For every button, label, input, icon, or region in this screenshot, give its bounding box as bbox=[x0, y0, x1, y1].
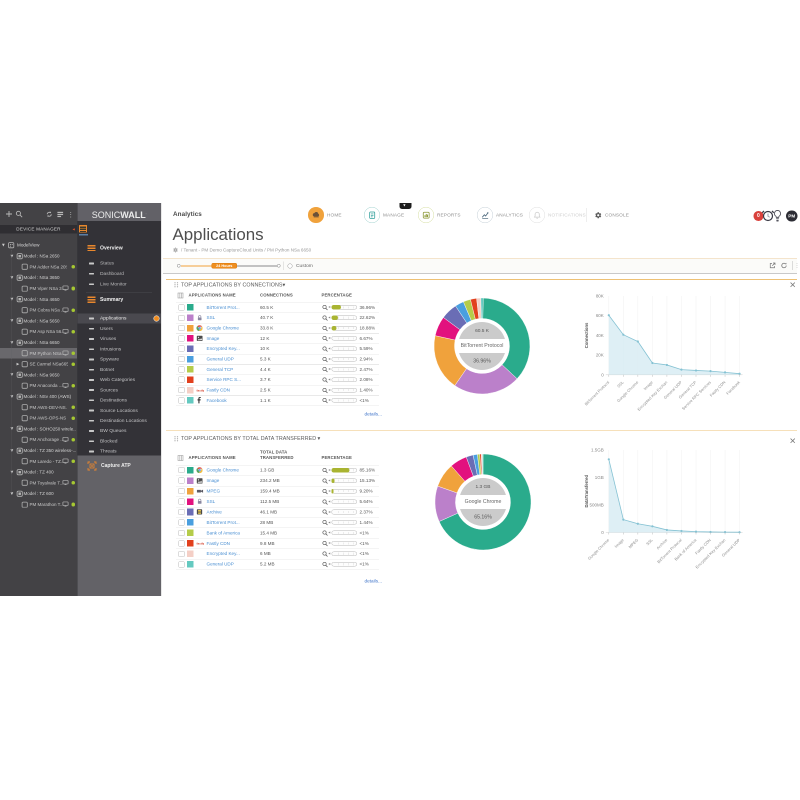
svg-text:80K: 80K bbox=[596, 294, 604, 299]
svg-text:Archive: Archive bbox=[655, 537, 669, 551]
svg-text:Fastly CDN: Fastly CDN bbox=[709, 380, 727, 398]
svg-text:60K: 60K bbox=[596, 313, 604, 318]
svg-text:fastly: fastly bbox=[196, 542, 204, 546]
svg-text:1.5GB: 1.5GB bbox=[591, 448, 604, 453]
svg-text:20K: 20K bbox=[596, 353, 604, 358]
svg-text:500MB: 500MB bbox=[590, 503, 604, 508]
svg-text:DataTransferred: DataTransferred bbox=[584, 475, 589, 508]
svg-text:Google Chrome: Google Chrome bbox=[587, 537, 611, 561]
svg-text:Facebook: Facebook bbox=[725, 380, 741, 396]
svg-text:0: 0 bbox=[601, 372, 604, 377]
svg-text:BitTorrent Protocol: BitTorrent Protocol bbox=[584, 380, 611, 407]
svg-text:40K: 40K bbox=[596, 333, 604, 338]
svg-text:fastly: fastly bbox=[196, 388, 204, 392]
svg-text:SSL: SSL bbox=[645, 537, 654, 546]
svg-text:Service RPC Services: Service RPC Services bbox=[681, 380, 712, 411]
svg-text:BitTorrent Protocol: BitTorrent Protocol bbox=[656, 537, 683, 564]
svg-text:Image: Image bbox=[613, 537, 625, 549]
svg-text:MPEG: MPEG bbox=[627, 537, 639, 549]
svg-text:1GB: 1GB bbox=[595, 475, 604, 480]
svg-text:SSL: SSL bbox=[616, 379, 625, 388]
svg-text:Image: Image bbox=[642, 379, 654, 391]
svg-text:Connections: Connections bbox=[584, 322, 589, 348]
svg-text:0: 0 bbox=[601, 530, 604, 535]
